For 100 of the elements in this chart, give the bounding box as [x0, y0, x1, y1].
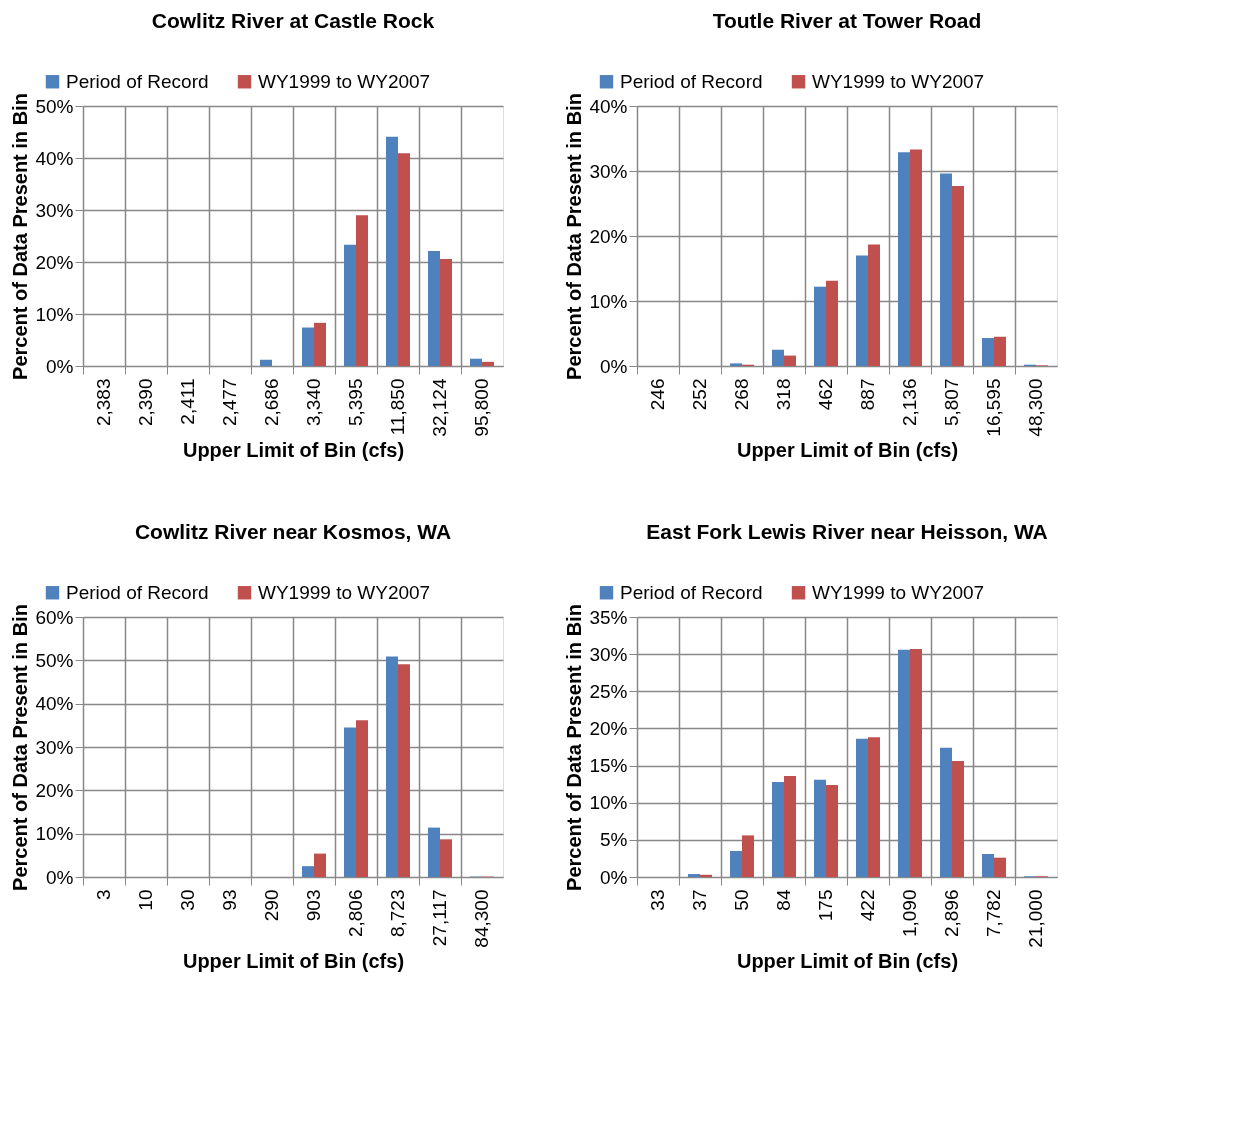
x-tick-label: 887 — [857, 378, 878, 411]
bar — [730, 363, 742, 366]
y-axis-title: Percent of Data Present in Bin — [563, 93, 586, 380]
y-tick-label: 30% — [35, 199, 74, 221]
y-tick-label: 10% — [35, 823, 74, 845]
legend-label: WY1999 to WY2007 — [812, 581, 985, 603]
y-tick-label: 35% — [589, 606, 628, 628]
bar — [440, 839, 452, 877]
bar — [826, 784, 838, 877]
bar — [910, 648, 922, 877]
x-tick-label: 33 — [647, 889, 668, 911]
bar — [868, 737, 880, 877]
x-tick-label: 252 — [689, 378, 710, 411]
bar — [814, 779, 826, 877]
x-tick-label: 84 — [773, 889, 794, 911]
bar — [982, 338, 994, 366]
legend-label: WY1999 to WY2007 — [258, 581, 431, 603]
bar — [784, 355, 796, 366]
x-tick-label: 246 — [647, 378, 668, 411]
x-tick-label: 16,595 — [983, 378, 1004, 437]
x-tick-label: 11,850 — [387, 378, 408, 436]
x-tick-label: 95,800 — [471, 378, 492, 437]
x-tick-label: 175 — [815, 889, 836, 922]
x-tick-label: 10 — [135, 889, 156, 911]
chart-title: Cowlitz River near Kosmos, WA — [134, 520, 452, 543]
bar — [260, 359, 272, 366]
x-axis-title: Upper Limit of Bin (cfs) — [182, 949, 405, 972]
x-tick-label: 2,383 — [93, 378, 114, 427]
legend-label: Period of Record — [620, 581, 763, 603]
y-tick-label: 25% — [589, 680, 628, 702]
y-axis-title: Percent of Data Present in Bin — [563, 604, 586, 891]
y-tick-label: 30% — [589, 160, 628, 182]
x-tick-label: 5,807 — [941, 378, 962, 427]
bar — [994, 336, 1006, 366]
bar — [994, 857, 1006, 877]
bar — [940, 747, 952, 877]
bar — [784, 775, 796, 877]
bar — [440, 258, 452, 366]
bar — [470, 358, 482, 366]
x-tick-label: 2,896 — [941, 889, 962, 938]
x-tick-label: 290 — [261, 889, 282, 922]
bar — [314, 322, 326, 366]
y-tick-label: 10% — [589, 792, 628, 814]
bar — [898, 649, 910, 877]
x-tick-label: 903 — [303, 889, 324, 922]
legend-label: WY1999 to WY2007 — [812, 70, 985, 92]
bar — [428, 827, 440, 877]
x-tick-label: 2,686 — [261, 378, 282, 427]
x-tick-label: 5,395 — [345, 378, 366, 427]
y-tick-label: 20% — [35, 251, 74, 273]
bar — [898, 152, 910, 366]
legend-label: Period of Record — [66, 581, 209, 603]
bar — [940, 173, 952, 366]
y-axis-title: Percent of Data Present in Bin — [9, 93, 32, 380]
legend-label: WY1999 to WY2007 — [258, 70, 431, 92]
bar — [910, 149, 922, 366]
bar — [428, 251, 440, 366]
x-axis-title: Upper Limit of Bin (cfs) — [736, 438, 959, 461]
x-tick-label: 2,136 — [899, 378, 920, 427]
x-axis-title: Upper Limit of Bin (cfs) — [736, 949, 959, 972]
bar — [688, 874, 700, 877]
bar — [982, 853, 994, 877]
bar — [826, 280, 838, 366]
x-axis-title: Upper Limit of Bin (cfs) — [182, 438, 405, 461]
y-tick-label: 30% — [589, 643, 628, 665]
y-tick-label: 10% — [589, 290, 628, 312]
x-tick-label: 2,806 — [345, 889, 366, 938]
bar — [868, 244, 880, 366]
bar — [356, 720, 368, 877]
x-tick-label: 462 — [815, 378, 836, 411]
y-tick-label: 5% — [600, 829, 628, 851]
bar — [344, 244, 356, 366]
x-tick-label: 2,477 — [219, 378, 240, 427]
x-tick-label: 3 — [93, 889, 114, 901]
x-tick-label: 30 — [177, 889, 198, 911]
bar — [356, 215, 368, 366]
x-tick-label: 318 — [773, 378, 794, 411]
bar — [398, 153, 410, 366]
bar — [772, 781, 784, 877]
y-tick-label: 20% — [589, 225, 628, 247]
bar — [482, 361, 494, 366]
x-tick-label: 37 — [689, 889, 710, 911]
bar — [952, 185, 964, 366]
y-tick-label: 15% — [589, 755, 628, 777]
bar — [302, 327, 314, 366]
bar — [952, 761, 964, 877]
x-tick-label: 32,124 — [429, 378, 450, 437]
y-tick-label: 40% — [35, 693, 74, 715]
y-axis-title: Percent of Data Present in Bin — [9, 604, 32, 891]
y-tick-label: 0% — [600, 355, 628, 377]
y-tick-label: 0% — [46, 355, 74, 377]
bar — [814, 286, 826, 366]
bar — [398, 664, 410, 877]
x-tick-label: 3,340 — [303, 378, 324, 427]
bar — [314, 853, 326, 877]
bar — [386, 656, 398, 877]
legend-label: Period of Record — [620, 70, 763, 92]
bar — [856, 255, 868, 366]
chart-title: Cowlitz River at Castle Rock — [151, 9, 435, 32]
bar — [742, 835, 754, 877]
